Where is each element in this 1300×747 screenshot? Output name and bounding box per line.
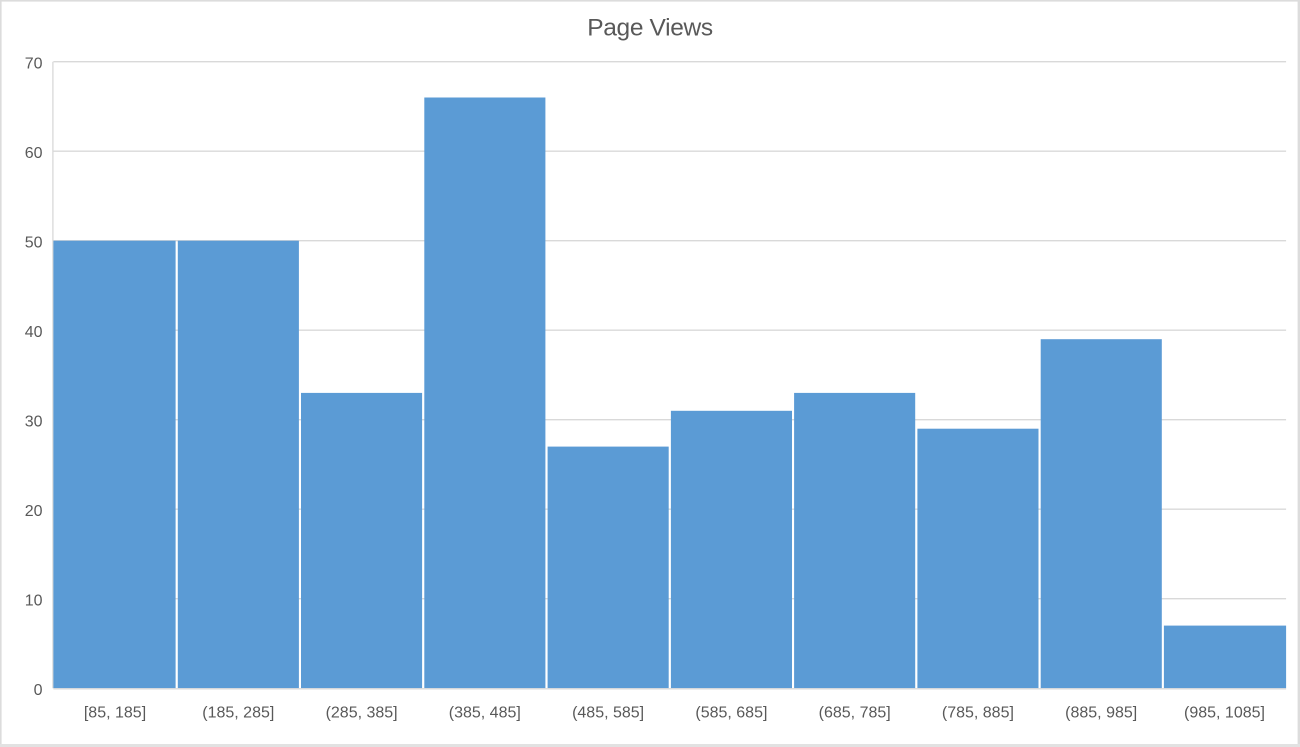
svg-text:(385, 485]: (385, 485]: [449, 705, 521, 722]
svg-text:30: 30: [25, 414, 43, 431]
svg-text:(485, 585]: (485, 585]: [572, 705, 644, 722]
svg-text:20: 20: [25, 503, 43, 520]
svg-text:(985, 1085]: (985, 1085]: [1184, 705, 1265, 722]
svg-text:0: 0: [34, 682, 43, 699]
svg-text:(885, 985]: (885, 985]: [1065, 705, 1137, 722]
svg-text:60: 60: [25, 145, 43, 162]
svg-text:50: 50: [25, 235, 43, 252]
svg-text:(185, 285]: (185, 285]: [202, 705, 274, 722]
svg-text:Page Views: Page Views: [587, 15, 713, 42]
svg-text:(785, 885]: (785, 885]: [942, 705, 1014, 722]
svg-text:70: 70: [25, 56, 43, 73]
svg-text:10: 10: [25, 593, 43, 610]
svg-text:40: 40: [25, 324, 43, 341]
svg-text:[85, 185]: [85, 185]: [84, 705, 146, 722]
svg-text:(685, 785]: (685, 785]: [819, 705, 891, 722]
svg-text:(585, 685]: (585, 685]: [695, 705, 767, 722]
svg-text:(285, 385]: (285, 385]: [326, 705, 398, 722]
